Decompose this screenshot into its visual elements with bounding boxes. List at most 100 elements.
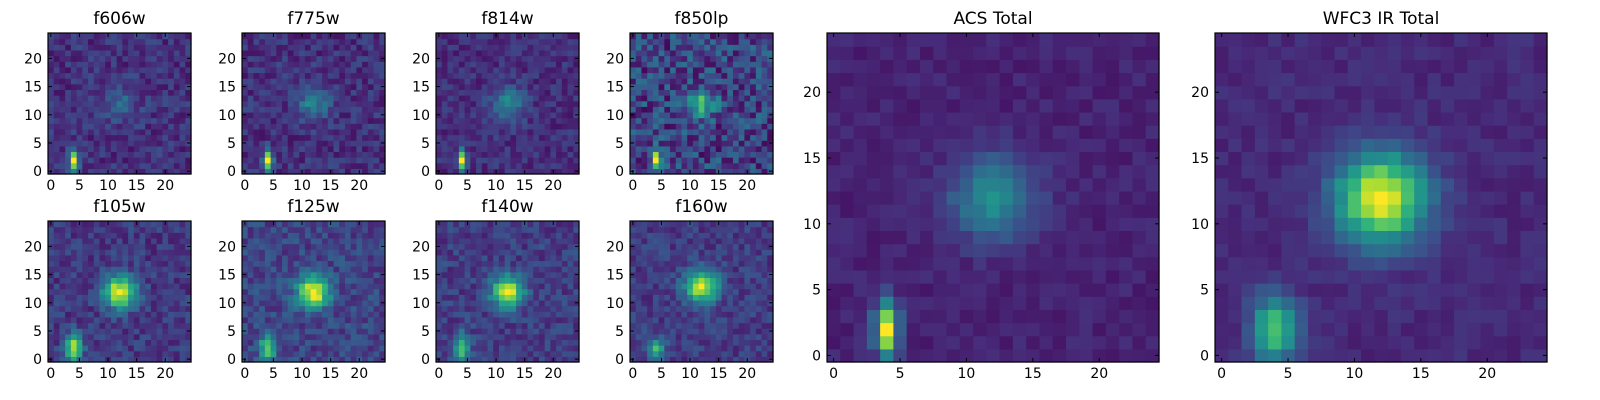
heatmap-cell <box>173 328 181 335</box>
heatmap-cell <box>635 333 643 341</box>
heatmap-cell <box>710 106 717 113</box>
heatmap-cell <box>139 134 146 141</box>
heatmap-cell <box>344 111 352 119</box>
heatmap-cell <box>322 254 329 262</box>
heatmap-cell <box>464 123 471 130</box>
heatmap-cell <box>510 356 517 363</box>
x-tick-label: 15 <box>516 178 534 194</box>
heatmap-cell <box>561 328 569 335</box>
heatmap-cell <box>53 55 61 62</box>
heatmap-cell <box>476 316 483 324</box>
heatmap-cell <box>253 83 260 90</box>
heatmap-cell <box>133 151 141 158</box>
heatmap-cell <box>242 134 249 141</box>
heatmap-cell <box>133 311 141 318</box>
heatmap-cell <box>344 316 352 324</box>
heatmap-cell <box>82 128 89 136</box>
heatmap-cell <box>453 243 460 250</box>
heatmap-cell <box>185 283 192 290</box>
heatmap-cell <box>293 237 300 245</box>
heatmap-cell <box>264 44 272 51</box>
heatmap-cell <box>185 89 192 96</box>
heatmap-cell <box>150 44 158 51</box>
heatmap-cell <box>630 106 637 113</box>
heatmap-cell <box>293 260 300 267</box>
heatmap-cell <box>53 237 61 245</box>
heatmap-cell <box>715 83 723 90</box>
heatmap-cell <box>264 260 272 267</box>
heatmap-cell <box>470 123 477 130</box>
heatmap-cell <box>179 38 186 45</box>
heatmap-cell <box>133 299 141 307</box>
heatmap-cell <box>145 157 152 164</box>
heatmap-cell <box>521 305 529 312</box>
heatmap-cell <box>350 299 357 307</box>
heatmap-cell <box>550 328 557 335</box>
heatmap-cell <box>356 72 363 79</box>
heatmap-cell <box>333 243 340 250</box>
heatmap-cell <box>259 339 266 346</box>
heatmap-cell <box>527 350 534 357</box>
heatmap-cell <box>304 134 312 141</box>
heatmap-cell <box>116 134 123 141</box>
heatmap-cell <box>327 134 335 141</box>
heatmap-cell <box>556 55 563 62</box>
heatmap-cell <box>339 345 346 352</box>
heatmap-cell <box>287 123 295 130</box>
heatmap-cell <box>447 123 454 130</box>
heatmap-cell <box>93 311 101 318</box>
heatmap-cell <box>168 140 175 147</box>
heatmap-cell <box>316 260 323 267</box>
heatmap-cell <box>185 162 192 169</box>
heatmap-cell <box>692 123 700 130</box>
heatmap-cell <box>476 95 483 102</box>
heatmap-cell <box>173 151 181 158</box>
heatmap-cell <box>470 333 477 341</box>
heatmap-cell <box>630 128 637 136</box>
heatmap-cell <box>53 266 61 273</box>
heatmap-cell <box>647 117 654 124</box>
heatmap-cell <box>458 44 466 51</box>
heatmap-cell <box>704 38 711 45</box>
heatmap-cell <box>76 83 83 90</box>
heatmap-cell <box>698 145 705 153</box>
heatmap-cell <box>145 145 152 153</box>
heatmap-cell <box>504 271 511 278</box>
heatmap-cell <box>533 237 540 245</box>
heatmap-cell <box>675 339 683 346</box>
heatmap-cell <box>105 123 112 130</box>
heatmap-cell <box>276 44 283 51</box>
heatmap-cell <box>635 61 643 68</box>
heatmap-cell <box>453 249 460 256</box>
heatmap-cell <box>88 33 95 40</box>
heatmap-cell <box>276 249 283 256</box>
heatmap-cell <box>504 356 511 363</box>
heatmap-cell <box>544 260 551 267</box>
heatmap-cell <box>259 162 266 169</box>
heatmap-cell <box>652 89 660 96</box>
heatmap-cell <box>162 157 169 164</box>
heatmap-cell <box>750 151 757 158</box>
heatmap-cell <box>287 305 295 312</box>
heatmap-cell <box>464 260 471 267</box>
heatmap-cell <box>510 123 517 130</box>
heatmap-cell <box>630 151 637 158</box>
heatmap-cell <box>744 294 751 301</box>
heatmap-cell <box>441 123 449 130</box>
heatmap-cell <box>287 78 295 85</box>
heatmap-cell <box>379 72 386 79</box>
y-tick-label: 15 <box>606 80 624 96</box>
heatmap-cell <box>304 140 312 147</box>
heatmap-cell <box>527 72 534 79</box>
heatmap-cell <box>550 128 557 136</box>
heatmap-cell <box>561 243 569 250</box>
heatmap-cell <box>333 134 340 141</box>
heatmap-cell <box>173 38 181 45</box>
heatmap-cell <box>367 294 375 301</box>
heatmap-cell <box>133 243 141 250</box>
heatmap-cell <box>641 33 648 40</box>
heatmap-cell <box>53 44 61 51</box>
heatmap-cell <box>556 128 563 136</box>
heatmap-cell <box>453 55 460 62</box>
heatmap-cell <box>322 226 329 233</box>
